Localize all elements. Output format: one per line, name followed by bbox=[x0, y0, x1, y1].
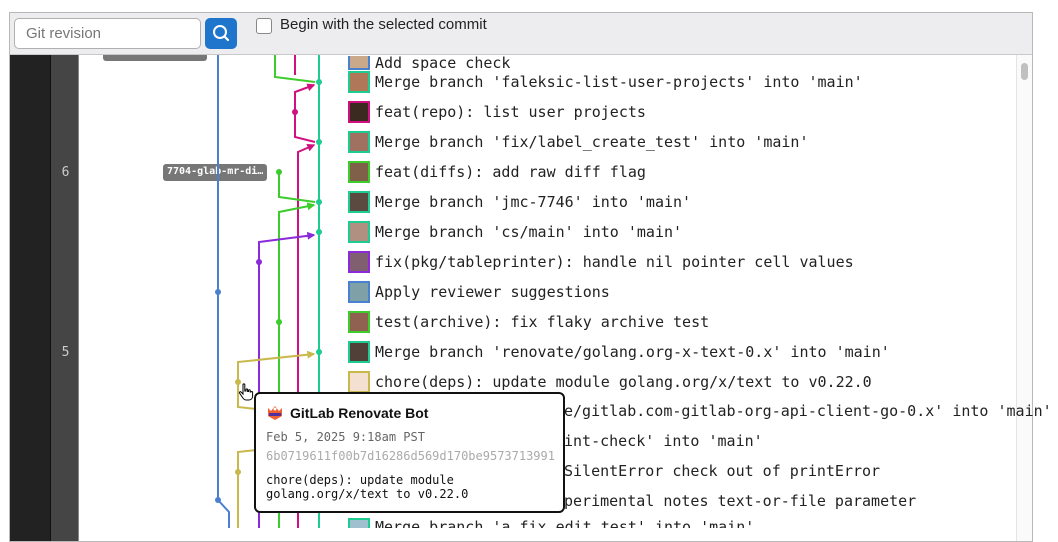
avatar bbox=[348, 311, 370, 333]
search-button[interactable] bbox=[205, 18, 237, 49]
toolbar: Begin with the selected commit bbox=[10, 13, 1032, 55]
gutter-number: 5 bbox=[61, 345, 70, 360]
branch-line-yellow-2 bbox=[237, 449, 257, 528]
commit-dot bbox=[276, 169, 282, 175]
commit-message[interactable]: fix(pkg/tableprinter): handle nil pointe… bbox=[375, 253, 854, 271]
commit-message[interactable]: test(archive): fix flaky archive test bbox=[375, 313, 710, 331]
avatar bbox=[348, 518, 370, 528]
git-revision-input[interactable] bbox=[14, 18, 201, 49]
commit-dot bbox=[235, 379, 241, 385]
avatar bbox=[348, 281, 370, 303]
avatar bbox=[348, 251, 370, 273]
hand-pointer-cursor-icon bbox=[238, 383, 254, 401]
avatar bbox=[348, 341, 370, 363]
commit-message[interactable]: int-check' into 'main' bbox=[564, 432, 763, 450]
commit-tooltip: GitLab Renovate Bot Feb 5, 2025 9:18am P… bbox=[254, 392, 565, 513]
merge-arrow-yellow bbox=[237, 350, 316, 405]
commit-message[interactable]: Add space check bbox=[375, 54, 511, 72]
commit-message[interactable]: chore(deps): update module golang.org/x/… bbox=[375, 373, 872, 391]
branch-line-green bbox=[278, 172, 316, 203]
scrollbar[interactable] bbox=[1016, 55, 1032, 541]
gutter-number: 6 bbox=[61, 165, 70, 180]
avatar bbox=[348, 56, 370, 70]
commit-dot bbox=[316, 349, 322, 355]
commit-dot bbox=[215, 289, 221, 295]
commit-dot bbox=[215, 497, 221, 503]
commit-message[interactable]: feat(repo): list user projects bbox=[375, 103, 646, 121]
commit-message[interactable]: Merge branch 'cs/main' into 'main' bbox=[375, 223, 683, 241]
gutter-line-numbers: 6 5 bbox=[50, 55, 79, 541]
scrollbar-thumb[interactable] bbox=[1021, 63, 1028, 80]
commit-dot bbox=[276, 319, 282, 325]
branch-line-yellow bbox=[237, 395, 257, 410]
commit-message[interactable]: Apply reviewer suggestions bbox=[375, 283, 610, 301]
avatar bbox=[348, 221, 370, 243]
commit-dot bbox=[316, 139, 322, 145]
begin-with-selected-checkbox[interactable] bbox=[256, 18, 272, 34]
commit-dot bbox=[292, 109, 298, 115]
commit-message[interactable]: perimental notes text-or-file parameter bbox=[564, 492, 917, 510]
avatar bbox=[348, 191, 370, 213]
commit-message[interactable]: e/gitlab.com-gitlab-org-api-client-go-0.… bbox=[564, 402, 1052, 420]
avatar bbox=[348, 71, 370, 93]
commit-message[interactable]: Merge branch 'fix/label_create_test' int… bbox=[375, 133, 809, 151]
commit-dot bbox=[256, 259, 262, 265]
tooltip-message: chore(deps): update module golang.org/x/… bbox=[266, 473, 469, 501]
commit-message[interactable]: Merge branch 'renovate/golang.org-x-text… bbox=[375, 343, 890, 361]
commit-dot bbox=[316, 229, 322, 235]
commit-message[interactable]: SilentError check out of printError bbox=[564, 462, 881, 480]
merge-arrow-magenta bbox=[294, 83, 316, 122]
avatar bbox=[348, 131, 370, 153]
commit-message[interactable]: Merge branch 'faleksic-list-user-project… bbox=[375, 73, 863, 91]
commit-message[interactable]: feat(diffs): add raw diff flag bbox=[375, 163, 646, 181]
tooltip-date: Feb 5, 2025 9:18am PST bbox=[266, 430, 425, 444]
commit-dot bbox=[316, 199, 322, 205]
tooltip-sha: 6b0719611f00b7d16286d569d170be9573713991 bbox=[266, 449, 555, 463]
renovate-bot-icon bbox=[268, 406, 282, 420]
search-icon bbox=[213, 25, 230, 42]
tooltip-author: GitLab Renovate Bot bbox=[290, 404, 429, 421]
gutter-dark bbox=[10, 55, 50, 541]
commit-message[interactable]: Merge branch 'a fix edit test' into 'mai… bbox=[375, 518, 755, 528]
branch-line-green-top bbox=[274, 55, 316, 83]
branch-line-magenta bbox=[294, 122, 316, 143]
commit-message[interactable]: Merge branch 'jmc-7746' into 'main' bbox=[375, 193, 692, 211]
begin-with-selected-label[interactable]: Begin with the selected commit bbox=[280, 16, 487, 33]
commit-dot bbox=[235, 469, 241, 475]
branch-label[interactable]: 7704-glab-mr-di… bbox=[163, 164, 268, 181]
avatar bbox=[348, 161, 370, 183]
branch-line-blue bbox=[217, 55, 230, 528]
commit-dot bbox=[316, 79, 322, 85]
avatar bbox=[348, 101, 370, 123]
